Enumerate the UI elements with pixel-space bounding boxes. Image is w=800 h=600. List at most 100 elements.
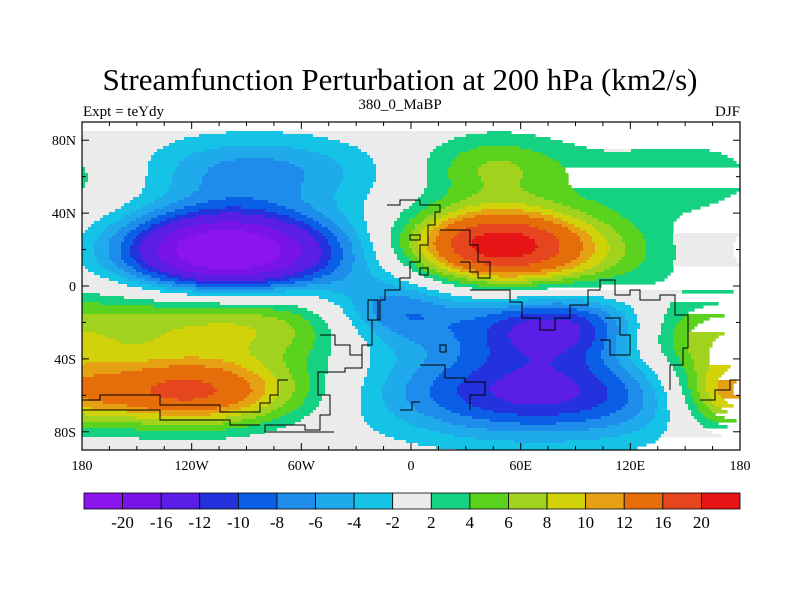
contour-cell <box>607 242 626 246</box>
contour-cell <box>580 251 596 255</box>
contour-cell <box>589 320 605 324</box>
contour-cell <box>616 320 629 324</box>
contour-cell <box>250 383 266 387</box>
contour-cell <box>223 359 260 363</box>
contour-cell <box>358 311 374 315</box>
contour-cell <box>562 224 575 228</box>
contour-cell <box>211 383 251 387</box>
contour-cell <box>607 251 626 255</box>
contour-cell <box>205 365 242 369</box>
contour-cell <box>250 404 269 408</box>
contour-cell <box>295 239 317 243</box>
contour-cell <box>346 215 365 219</box>
contour-cell <box>325 377 365 381</box>
contour-cell <box>265 413 287 417</box>
contour-cell <box>148 161 179 165</box>
contour-cell <box>307 392 326 396</box>
contour-cell <box>490 353 524 357</box>
contour-cell <box>157 272 170 276</box>
contour-cell <box>352 224 368 228</box>
contour-cell <box>343 248 353 252</box>
contour-cell <box>313 272 332 276</box>
contour-cell <box>271 260 296 264</box>
contour-cell <box>610 224 635 228</box>
contour-cell <box>295 389 311 393</box>
contour-cell <box>685 368 695 372</box>
contour-cell <box>121 371 233 375</box>
contour-cell <box>178 164 215 168</box>
contour-cell <box>658 401 668 405</box>
contour-cell <box>367 221 395 225</box>
contour-cell <box>460 383 494 387</box>
contour-cell <box>325 389 362 393</box>
contour-cell <box>151 392 215 396</box>
contour-cell <box>661 332 674 336</box>
contour-cell <box>253 389 266 393</box>
contour-cell <box>559 245 584 249</box>
contour-cell <box>583 269 605 273</box>
contour-cell <box>331 281 386 285</box>
contour-cell <box>454 158 554 162</box>
contour-cell <box>616 374 632 378</box>
contour-cell <box>616 263 641 267</box>
contour-cell <box>145 236 167 240</box>
contour-cell <box>619 359 632 363</box>
contour-cell <box>82 401 104 405</box>
contour-cell <box>637 365 650 369</box>
contour-cell <box>253 410 272 414</box>
contour-cell <box>82 299 155 303</box>
contour-cell <box>556 422 620 426</box>
contour-cell <box>115 209 137 213</box>
contour-cell <box>364 212 401 216</box>
contour-cell <box>247 395 263 399</box>
contour-cell <box>460 320 500 324</box>
contour-cell <box>82 257 98 261</box>
contour-cell <box>139 263 149 267</box>
contour-cell <box>223 368 248 372</box>
contour-cell <box>217 407 242 411</box>
contour-cell <box>361 335 380 339</box>
contour-cell <box>130 221 146 225</box>
contour-cell <box>415 263 425 267</box>
contour-cell <box>601 416 635 420</box>
contour-cell <box>592 266 611 270</box>
contour-cell <box>436 218 449 222</box>
contour-cell <box>406 386 431 390</box>
contour-cell <box>82 287 143 291</box>
contour-cell <box>289 215 308 219</box>
contour-cell <box>376 314 407 318</box>
contour-cell <box>517 296 605 300</box>
contour-cell <box>169 233 197 237</box>
contour-cell <box>331 332 359 336</box>
contour-cell <box>82 440 407 444</box>
contour-cell <box>553 215 572 219</box>
contour-cell <box>475 317 509 321</box>
contour-cell <box>706 383 719 387</box>
contour-cell <box>640 323 662 327</box>
contour-cell <box>469 149 533 153</box>
contour-cell <box>313 344 332 348</box>
contour-cell <box>151 158 185 162</box>
contour-cell <box>94 254 110 258</box>
contour-cell <box>82 311 293 315</box>
contour-cell <box>451 185 485 189</box>
contour-cell <box>268 281 296 285</box>
contour-cell <box>535 248 560 252</box>
contour-cell <box>310 203 338 207</box>
contour-cell <box>304 179 344 183</box>
contour-cell <box>295 383 311 387</box>
contour-cell <box>250 392 266 396</box>
contour-cell <box>523 308 578 312</box>
contour-cell <box>103 230 119 234</box>
contour-cell <box>697 377 707 381</box>
contour-cell <box>697 383 707 387</box>
contour-cell <box>97 332 167 336</box>
contour-cell <box>352 263 368 267</box>
contour-cell <box>301 254 323 258</box>
contour-cell <box>145 278 161 282</box>
contour-cell <box>478 191 530 195</box>
contour-cell <box>136 209 155 213</box>
contour-cell <box>373 308 524 312</box>
contour-cell <box>340 185 374 189</box>
contour-cell <box>655 395 668 399</box>
